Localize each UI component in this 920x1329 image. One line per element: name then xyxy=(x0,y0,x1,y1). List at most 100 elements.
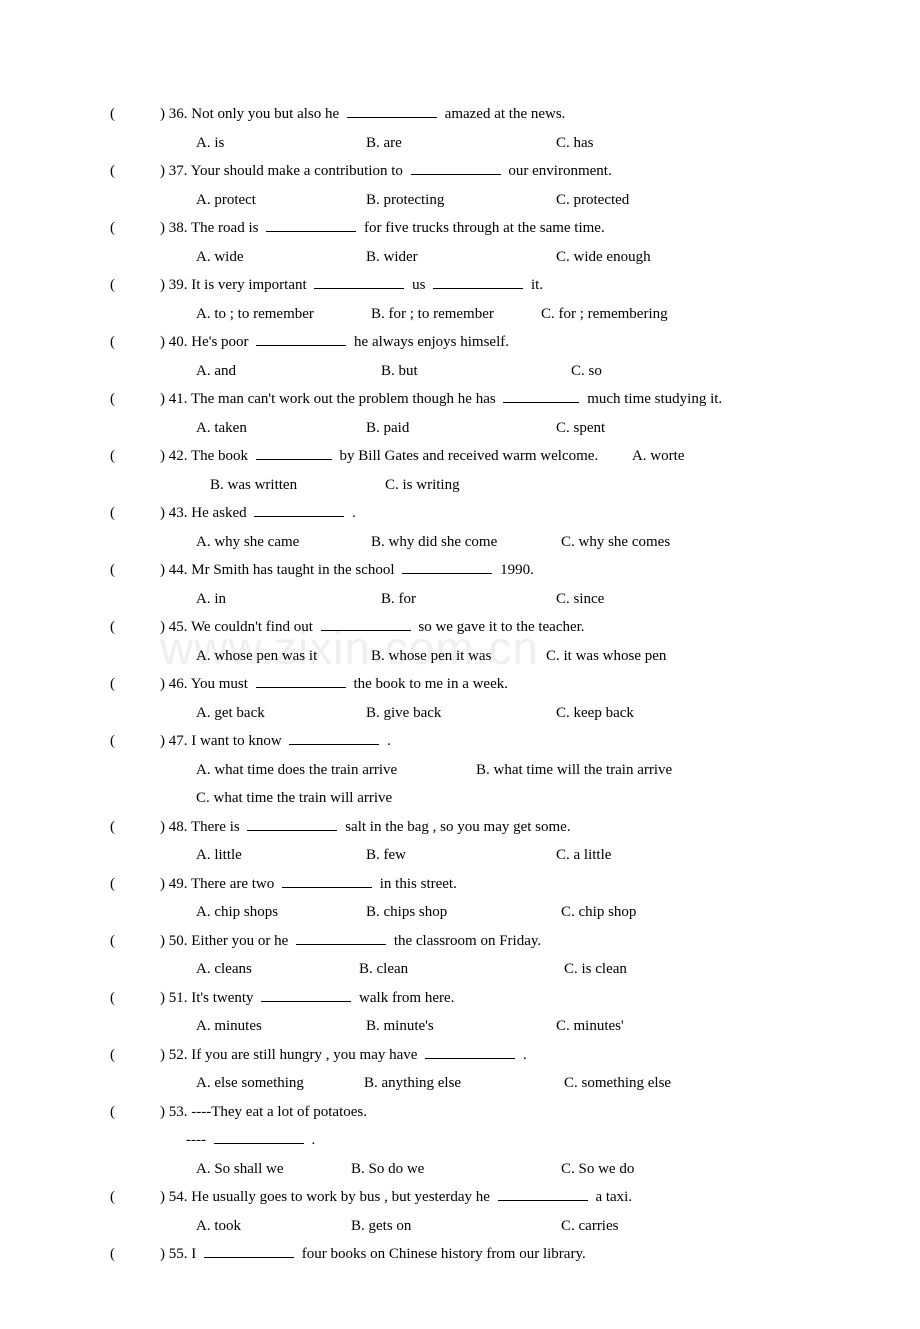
options-line: A. chip shopsB. chips shopC. chip shop xyxy=(160,898,810,927)
options-line: A. cleansB. cleanC. is clean xyxy=(160,955,810,984)
question-36: () 36. Not only you but also he amazed a… xyxy=(110,100,810,157)
question-37: () 37. Your should make a contribution t… xyxy=(110,157,810,214)
option: C. keep back xyxy=(556,699,634,728)
answer-paren: ( xyxy=(110,1041,160,1098)
question-text: ) 53. ----They eat a lot of potatoes. xyxy=(160,1098,810,1127)
question-text: ) 44. Mr Smith has taught in the school … xyxy=(160,556,810,585)
question-content: ) 39. It is very important us it.A. to ;… xyxy=(160,271,810,328)
option: A. in xyxy=(196,585,381,614)
options-line: A. andB. butC. so xyxy=(160,357,810,386)
question-content: ) 41. The man can't work out the problem… xyxy=(160,385,810,442)
option: B. gets on xyxy=(351,1212,561,1241)
option: B. whose pen it was xyxy=(371,642,546,671)
option: C. something else xyxy=(564,1069,671,1098)
question-42: () 42. The book by Bill Gates and receiv… xyxy=(110,442,810,499)
option: A. cleans xyxy=(196,955,359,984)
answer-paren: ( xyxy=(110,100,160,157)
question-content: ) 45. We couldn't find out so we gave it… xyxy=(160,613,810,670)
answer-paren: ( xyxy=(110,214,160,271)
option: C. is clean xyxy=(564,955,627,984)
option: A. is xyxy=(196,129,366,158)
option: C. spent xyxy=(556,414,605,443)
option: A. else something xyxy=(196,1069,364,1098)
question-53: () 53. ----They eat a lot of potatoes.--… xyxy=(110,1098,810,1184)
question-text: ) 38. The road is for five trucks throug… xyxy=(160,214,810,243)
option: C. So we do xyxy=(561,1155,634,1184)
question-content: ) 43. He asked .A. why she cameB. why di… xyxy=(160,499,810,556)
answer-paren: ( xyxy=(110,442,160,499)
question-content: ) 54. He usually goes to work by bus , b… xyxy=(160,1183,810,1240)
options-line: A. get backB. give backC. keep back xyxy=(160,699,810,728)
option: A. chip shops xyxy=(196,898,366,927)
option: A. little xyxy=(196,841,366,870)
answer-paren: ( xyxy=(110,385,160,442)
option: A. took xyxy=(196,1212,351,1241)
option: A. protect xyxy=(196,186,366,215)
answer-paren: ( xyxy=(110,813,160,870)
question-52: () 52. If you are still hungry , you may… xyxy=(110,1041,810,1098)
option: C. wide enough xyxy=(556,243,651,272)
question-text: ) 41. The man can't work out the problem… xyxy=(160,385,810,414)
options-line: A. So shall weB. So do weC. So we do xyxy=(160,1155,810,1184)
option: B. are xyxy=(366,129,556,158)
answer-paren: ( xyxy=(110,927,160,984)
question-content: ) 38. The road is for five trucks throug… xyxy=(160,214,810,271)
question-content: ) 50. Either you or he the classroom on … xyxy=(160,927,810,984)
question-content: ) 40. He's poor he always enjoys himself… xyxy=(160,328,810,385)
options-line-1: A. what time does the train arriveB. wha… xyxy=(160,756,810,785)
question-47: () 47. I want to know .A. what time does… xyxy=(110,727,810,813)
question-55: () 55. I four books on Chinese history f… xyxy=(110,1240,810,1269)
question-text: ) 54. He usually goes to work by bus , b… xyxy=(160,1183,810,1212)
options-line: A. littleB. fewC. a little xyxy=(160,841,810,870)
question-text: ) 46. You must the book to me in a week. xyxy=(160,670,810,699)
options-line: A. isB. areC. has xyxy=(160,129,810,158)
option: A. what time does the train arrive xyxy=(196,756,476,785)
question-49: () 49. There are two in this street.A. c… xyxy=(110,870,810,927)
option: C. it was whose pen xyxy=(546,642,666,671)
option: B. what time will the train arrive xyxy=(476,756,672,785)
answer-paren: ( xyxy=(110,984,160,1041)
options-line: B. was writtenC. is writing xyxy=(160,471,810,500)
question-text: ) 51. It's twenty walk from here. xyxy=(160,984,810,1013)
answer-paren: ( xyxy=(110,613,160,670)
options-line: A. inB. forC. since xyxy=(160,585,810,614)
question-content: ) 47. I want to know .A. what time does … xyxy=(160,727,810,813)
question-50: () 50. Either you or he the classroom on… xyxy=(110,927,810,984)
question-text: ) 49. There are two in this street. xyxy=(160,870,810,899)
dash-line: ---- . xyxy=(160,1126,810,1155)
question-content: ) 48. There is salt in the bag , so you … xyxy=(160,813,810,870)
option: B. minute's xyxy=(366,1012,556,1041)
options-line: A. wideB. widerC. wide enough xyxy=(160,243,810,272)
option: C. minutes' xyxy=(556,1012,624,1041)
question-text: ) 39. It is very important us it. xyxy=(160,271,810,300)
option: A. So shall we xyxy=(196,1155,351,1184)
option: B. for xyxy=(381,585,556,614)
options-line: A. why she cameB. why did she comeC. why… xyxy=(160,528,810,557)
options-line: A. tookB. gets onC. carries xyxy=(160,1212,810,1241)
question-text: ) 43. He asked . xyxy=(160,499,810,528)
option: B. but xyxy=(381,357,571,386)
options-line: A. whose pen was itB. whose pen it wasC.… xyxy=(160,642,810,671)
question-text: ) 55. I four books on Chinese history fr… xyxy=(160,1240,810,1269)
option: B. few xyxy=(366,841,556,870)
question-38: () 38. The road is for five trucks throu… xyxy=(110,214,810,271)
options-line: A. else somethingB. anything elseC. some… xyxy=(160,1069,810,1098)
option: A. minutes xyxy=(196,1012,366,1041)
option: C. what time the train will arrive xyxy=(196,784,392,813)
answer-paren: ( xyxy=(110,157,160,214)
question-44: () 44. Mr Smith has taught in the school… xyxy=(110,556,810,613)
answer-paren: ( xyxy=(110,499,160,556)
question-text: ) 37. Your should make a contribution to… xyxy=(160,157,810,186)
question-40: () 40. He's poor he always enjoys himsel… xyxy=(110,328,810,385)
option: B. paid xyxy=(366,414,556,443)
option: B. wider xyxy=(366,243,556,272)
question-41: () 41. The man can't work out the proble… xyxy=(110,385,810,442)
answer-paren: ( xyxy=(110,1183,160,1240)
question-text: ) 52. If you are still hungry , you may … xyxy=(160,1041,810,1070)
option: B. protecting xyxy=(366,186,556,215)
question-text: ) 45. We couldn't find out so we gave it… xyxy=(160,613,810,642)
question-45: () 45. We couldn't find out so we gave i… xyxy=(110,613,810,670)
question-54: () 54. He usually goes to work by bus , … xyxy=(110,1183,810,1240)
options-line: A. minutesB. minute'sC. minutes' xyxy=(160,1012,810,1041)
question-content: ) 36. Not only you but also he amazed at… xyxy=(160,100,810,157)
